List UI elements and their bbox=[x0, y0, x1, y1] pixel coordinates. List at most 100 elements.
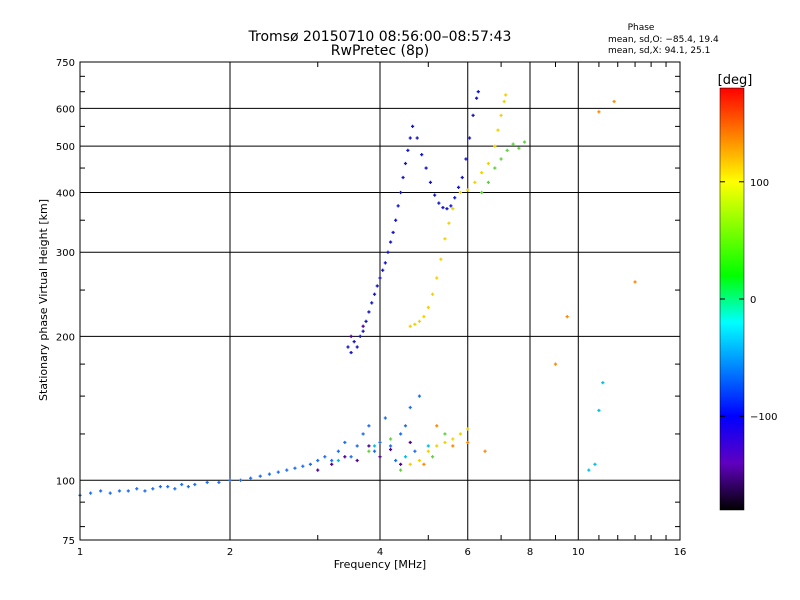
data-point bbox=[316, 458, 320, 463]
data-point bbox=[361, 329, 365, 333]
chart-title: Tromsø 20150710 08:56:00–08:57:43 bbox=[248, 29, 512, 45]
data-point bbox=[473, 180, 477, 184]
data-point bbox=[388, 447, 393, 452]
data-point bbox=[336, 458, 340, 463]
data-point bbox=[415, 136, 419, 140]
data-point bbox=[249, 476, 253, 480]
y-tick-label: 400 bbox=[56, 188, 75, 199]
data-point bbox=[126, 489, 130, 493]
data-point bbox=[193, 482, 197, 487]
data-point bbox=[474, 96, 479, 100]
y-tick-label: 75 bbox=[62, 536, 75, 547]
data-point bbox=[143, 489, 147, 493]
data-point bbox=[480, 190, 484, 195]
data-point bbox=[471, 113, 475, 117]
data-point bbox=[378, 455, 382, 459]
x-tick-label: 6 bbox=[465, 547, 471, 558]
data-point bbox=[355, 345, 359, 349]
data-point bbox=[372, 292, 377, 296]
data-point bbox=[308, 462, 313, 466]
y-tick-label: 750 bbox=[56, 58, 75, 69]
y-tick-label: 500 bbox=[56, 142, 75, 153]
data-point bbox=[217, 480, 221, 484]
data-point bbox=[408, 136, 412, 140]
data-point bbox=[375, 284, 379, 288]
data-point bbox=[383, 261, 387, 265]
stats-line-o: mean, sd,O: −85.4, 19.4 bbox=[608, 35, 719, 45]
data-point bbox=[151, 487, 155, 491]
data-point bbox=[467, 136, 472, 140]
data-point bbox=[466, 440, 470, 445]
data-point bbox=[349, 334, 353, 338]
data-point bbox=[505, 148, 509, 152]
data-point bbox=[355, 444, 359, 448]
data-point bbox=[443, 440, 447, 445]
data-point bbox=[401, 175, 405, 180]
x-tick-label: 16 bbox=[674, 547, 687, 558]
data-point bbox=[406, 148, 410, 152]
data-point bbox=[417, 458, 422, 463]
data-point bbox=[435, 444, 439, 448]
data-point bbox=[612, 99, 616, 104]
colorbar-tick-label: 100 bbox=[750, 178, 769, 189]
data-point bbox=[408, 462, 412, 466]
data-point bbox=[476, 90, 480, 94]
data-point bbox=[386, 250, 390, 254]
data-point bbox=[367, 449, 371, 453]
colorbar-tick-label: 0 bbox=[750, 295, 756, 306]
data-point bbox=[285, 468, 289, 472]
data-point bbox=[480, 171, 484, 175]
data-point bbox=[451, 444, 455, 448]
data-point bbox=[593, 462, 597, 466]
data-point bbox=[553, 362, 558, 366]
data-point bbox=[394, 458, 398, 463]
data-point bbox=[186, 485, 190, 489]
data-point bbox=[355, 458, 359, 463]
data-point bbox=[349, 455, 353, 459]
x-axis-ticks: 1 2 4 6 8 10 16 bbox=[77, 62, 687, 558]
data-point bbox=[117, 489, 122, 493]
plot-frame bbox=[79, 61, 681, 541]
data-point bbox=[426, 444, 430, 448]
data-point bbox=[99, 489, 103, 493]
y-tick-label: 600 bbox=[56, 104, 75, 115]
data-point bbox=[361, 432, 365, 436]
x-tick-label: 8 bbox=[527, 547, 533, 558]
data-point bbox=[424, 166, 428, 170]
data-point bbox=[293, 466, 297, 470]
y-tick-label: 300 bbox=[56, 248, 75, 259]
data-point bbox=[158, 485, 163, 489]
data-point bbox=[381, 268, 385, 272]
data-point bbox=[361, 324, 365, 328]
data-point bbox=[430, 292, 435, 296]
data-points bbox=[78, 90, 637, 497]
data-point bbox=[597, 110, 601, 114]
data-point bbox=[499, 157, 503, 161]
data-point bbox=[378, 276, 382, 280]
data-point bbox=[451, 207, 455, 211]
colorbar-tick-label: −100 bbox=[750, 412, 777, 423]
data-point bbox=[301, 464, 305, 468]
data-point bbox=[502, 99, 506, 104]
data-point bbox=[443, 432, 447, 436]
data-point bbox=[238, 478, 243, 482]
data-point bbox=[323, 455, 327, 459]
data-point bbox=[504, 93, 508, 97]
data-point bbox=[336, 449, 340, 453]
data-point bbox=[408, 440, 412, 445]
stats-line-x: mean, sd,X: 94.1, 25.1 bbox=[608, 46, 710, 56]
x-tick-label: 4 bbox=[377, 547, 383, 558]
data-point bbox=[493, 166, 497, 170]
data-point bbox=[180, 482, 184, 487]
data-point bbox=[330, 458, 334, 463]
data-point bbox=[367, 310, 371, 314]
data-point bbox=[449, 204, 453, 208]
data-point bbox=[486, 180, 490, 184]
colorbar-label: [deg] bbox=[718, 73, 753, 88]
data-point bbox=[370, 301, 374, 305]
y-axis-label: Stationary phase Virtual Height [km] bbox=[37, 199, 50, 401]
data-point bbox=[276, 470, 280, 474]
data-point bbox=[441, 205, 445, 210]
data-point bbox=[367, 424, 371, 428]
data-point bbox=[522, 140, 527, 144]
